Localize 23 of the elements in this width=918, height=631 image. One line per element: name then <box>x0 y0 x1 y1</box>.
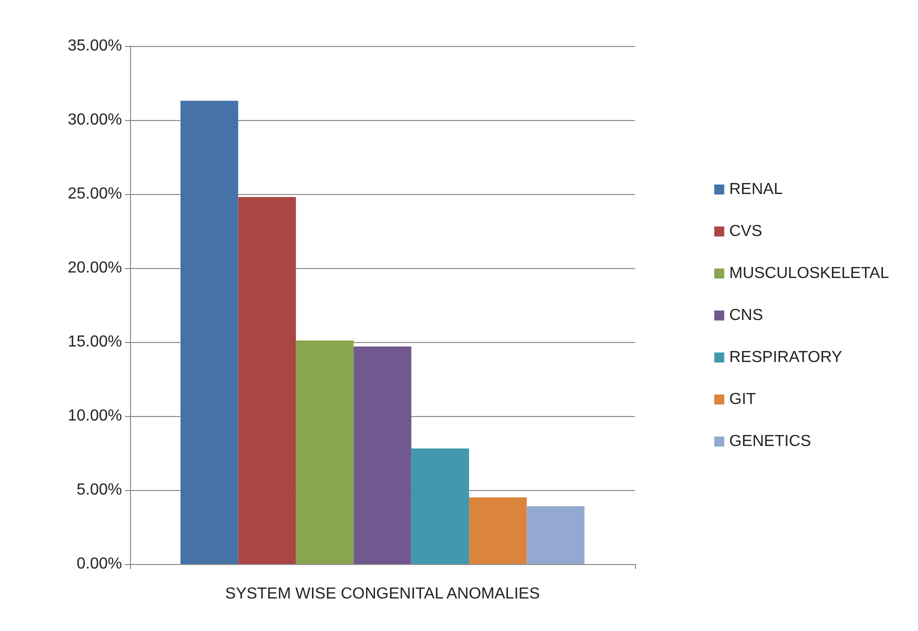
y-tick-label: 35.00% <box>68 38 122 54</box>
legend-label: RESPIRATORY <box>729 349 842 366</box>
legend-label: GENETICS <box>729 433 812 450</box>
bar <box>526 506 584 564</box>
y-tick-label: 30.00% <box>68 112 122 128</box>
legend-label: CVS <box>729 223 762 240</box>
y-tick-label: 20.00% <box>68 260 122 276</box>
y-tick-label: 0.00% <box>76 556 122 572</box>
bar <box>180 100 238 564</box>
y-tick-label: 15.00% <box>68 334 122 350</box>
bar <box>238 196 296 564</box>
legend-label: RENAL <box>729 181 783 198</box>
bar <box>296 340 354 564</box>
bar <box>469 497 527 564</box>
legend-label: MUSCULOSKELETAL <box>729 265 890 282</box>
y-tick-label: 10.00% <box>68 408 122 424</box>
legend-label: CNS <box>729 307 764 324</box>
x-tick-label: SYSTEM WISE CONGENITAL ANOMALIES <box>225 586 540 602</box>
y-tick-label: 25.00% <box>68 186 122 202</box>
y-tick-label: 5.00% <box>76 482 122 498</box>
legend-label: GIT <box>729 391 756 408</box>
bar <box>411 448 470 564</box>
bar <box>354 346 412 564</box>
